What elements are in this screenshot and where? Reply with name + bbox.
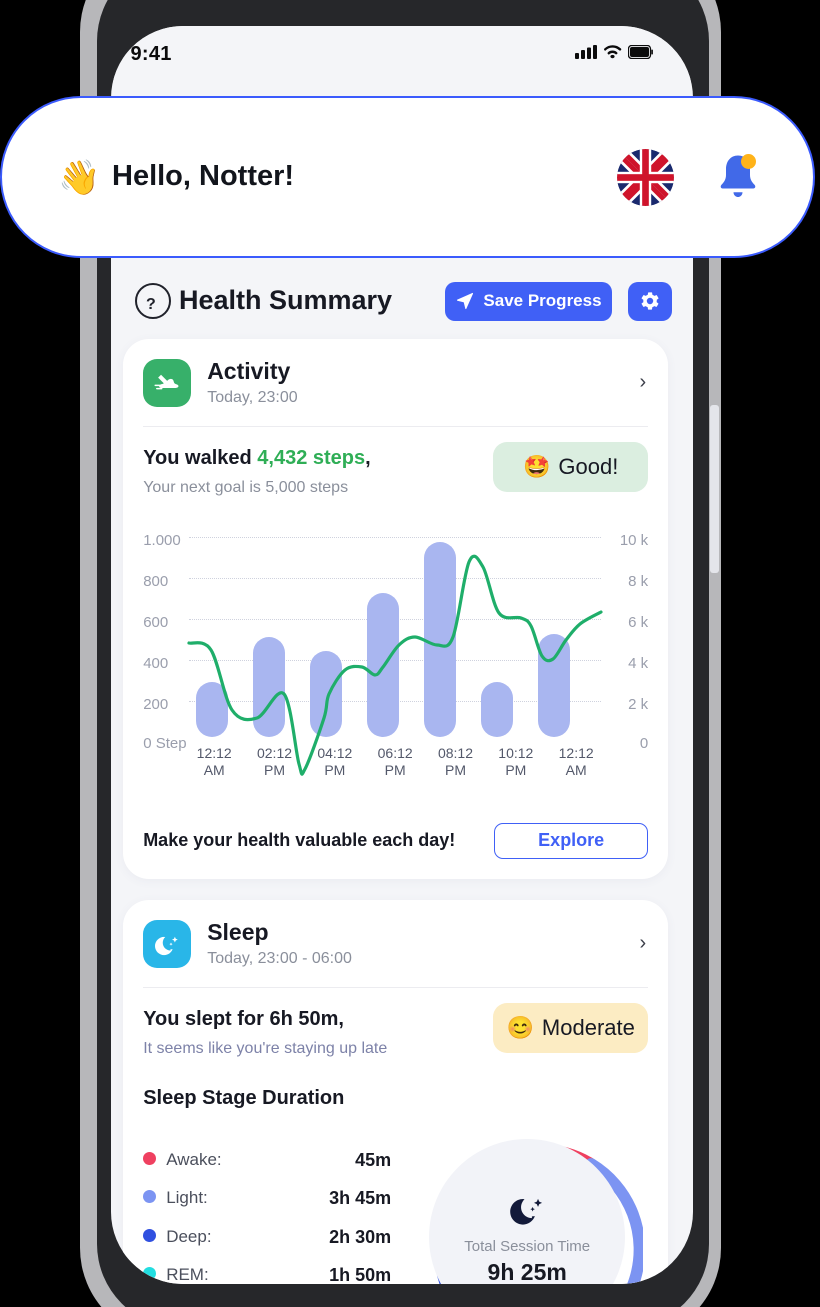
svg-text:?: ? xyxy=(146,296,156,313)
